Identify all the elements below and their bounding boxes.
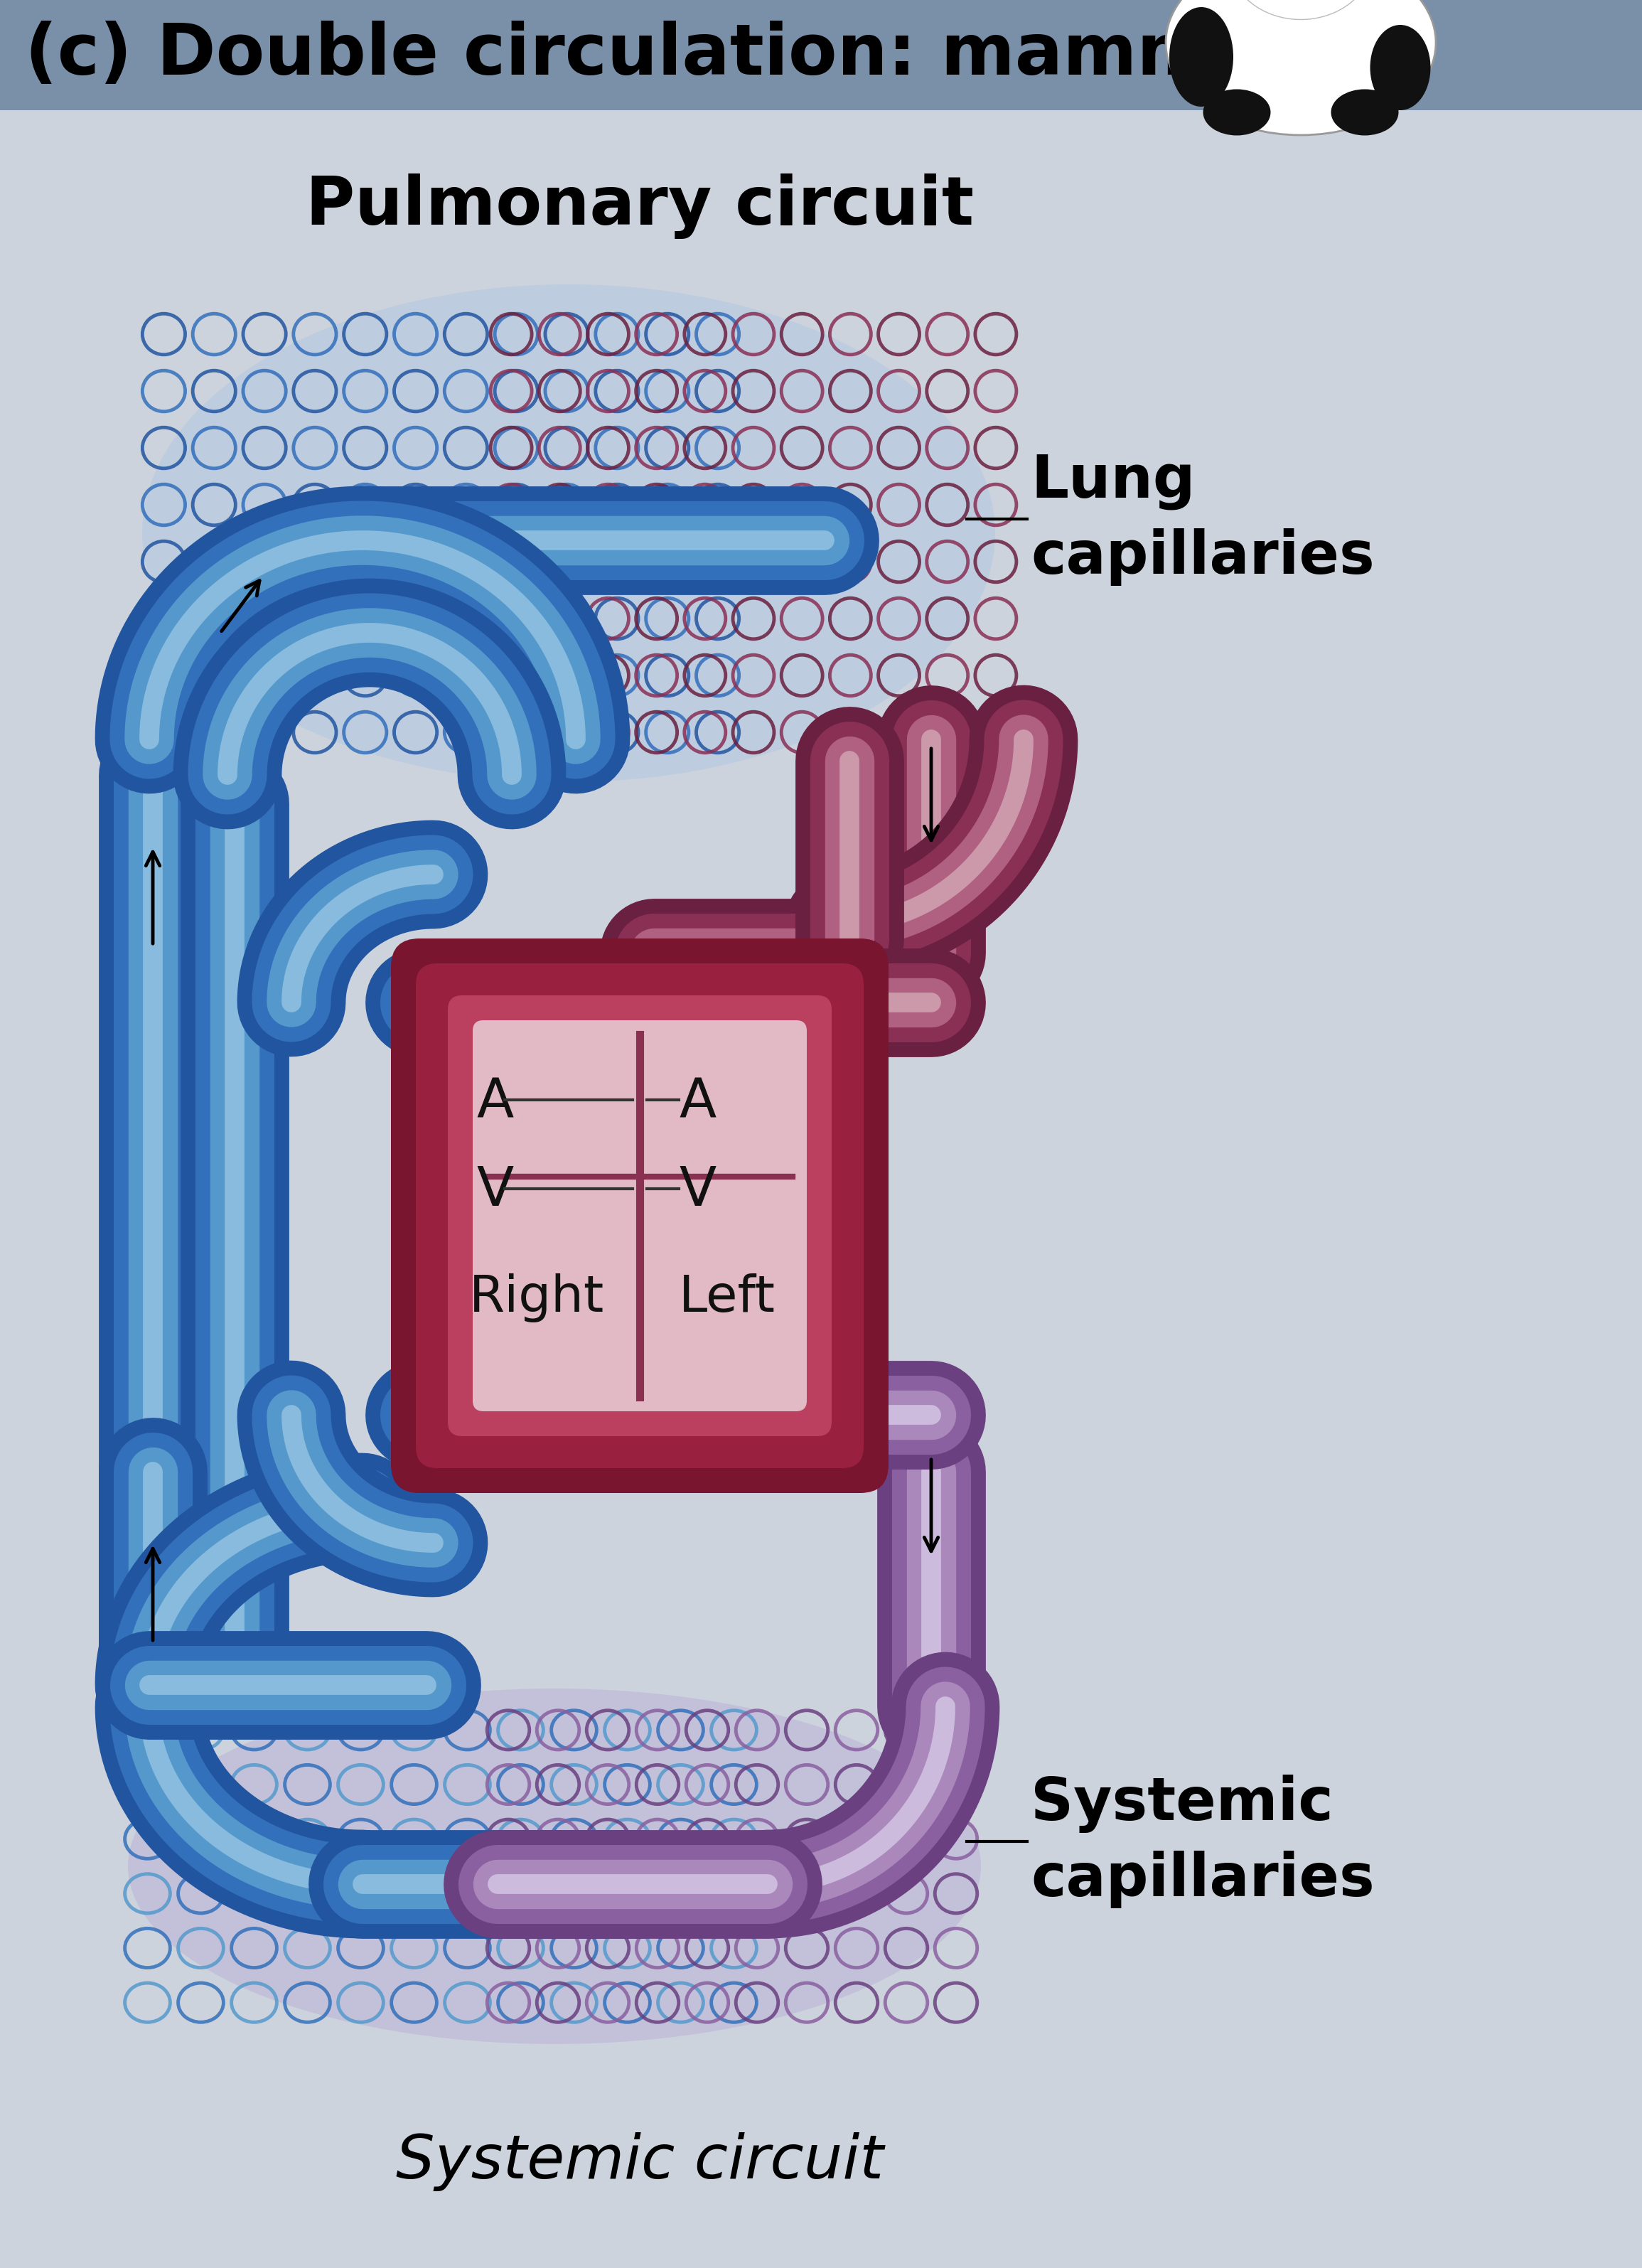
FancyBboxPatch shape <box>0 0 1642 111</box>
FancyBboxPatch shape <box>473 1021 806 1411</box>
Text: Systemic
capillaries: Systemic capillaries <box>1031 1774 1374 1907</box>
Text: A: A <box>678 1075 716 1127</box>
Text: (c) Double circulation: mammal: (c) Double circulation: mammal <box>25 20 1282 91</box>
Ellipse shape <box>1230 0 1371 20</box>
Text: V: V <box>476 1163 514 1218</box>
Text: Right: Right <box>470 1272 604 1322</box>
Text: A: A <box>476 1075 514 1127</box>
FancyBboxPatch shape <box>448 996 831 1436</box>
FancyBboxPatch shape <box>415 964 864 1467</box>
FancyBboxPatch shape <box>391 939 888 1492</box>
Text: Pulmonary circuit: Pulmonary circuit <box>305 172 974 238</box>
Ellipse shape <box>1204 88 1271 136</box>
Ellipse shape <box>143 284 995 782</box>
Text: Left: Left <box>678 1272 775 1322</box>
Text: V: V <box>678 1163 716 1218</box>
Text: Systemic circuit: Systemic circuit <box>396 2132 883 2191</box>
Text: Lung
capillaries: Lung capillaries <box>1031 451 1374 585</box>
Ellipse shape <box>1169 7 1233 107</box>
Ellipse shape <box>128 1690 980 2043</box>
Ellipse shape <box>1332 88 1399 136</box>
Ellipse shape <box>1369 25 1430 111</box>
Ellipse shape <box>1166 0 1435 136</box>
